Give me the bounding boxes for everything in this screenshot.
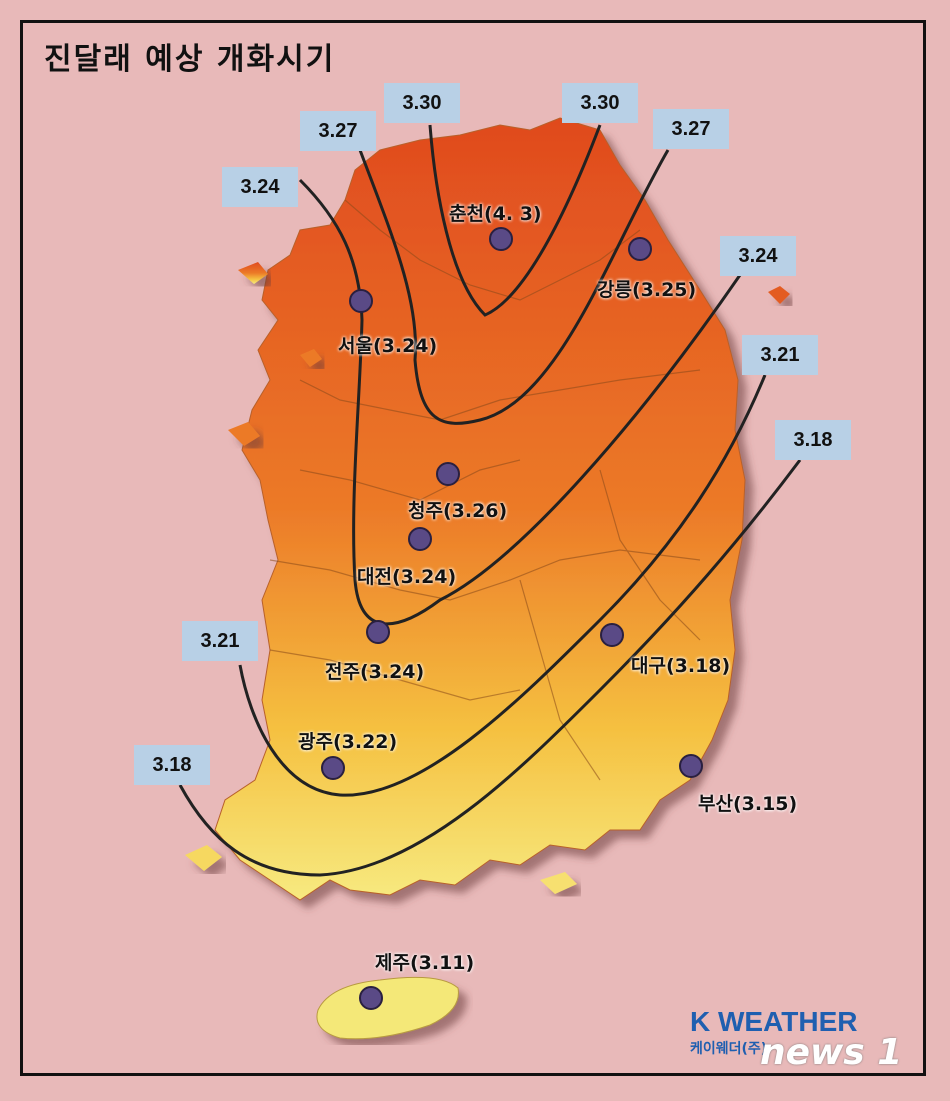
city-label-daejeon: 대전(3.24)	[357, 566, 457, 588]
marker-cheongju	[436, 462, 460, 486]
jeju-island	[316, 976, 459, 1040]
map-title: 진달래 예상 개화시기	[44, 42, 336, 77]
isoline-label-327-east: 3.27	[653, 109, 729, 149]
city-label-jeonju: 전주(3.24)	[325, 661, 425, 683]
marker-jeju	[359, 986, 383, 1010]
city-label-gangneung: 강릉(3.25)	[597, 279, 697, 301]
marker-jeonju	[366, 620, 390, 644]
marker-seoul	[349, 289, 373, 313]
isoline-label-330-west: 3.30	[384, 83, 460, 123]
city-label-cheongju: 청주(3.26)	[408, 500, 508, 522]
marker-gwangju	[321, 756, 345, 780]
logo-main-text: K WEATHER	[690, 1006, 858, 1037]
city-label-busan: 부산(3.15)	[698, 793, 798, 815]
logo-sub-text: 케이웨더(주)	[690, 1041, 768, 1057]
island-west-3	[228, 422, 260, 446]
marker-daejeon	[408, 527, 432, 551]
city-label-jeju: 제주(3.11)	[375, 952, 475, 974]
isoline-label-321-east: 3.21	[742, 335, 818, 375]
isoline-label-318-east: 3.18	[775, 420, 851, 460]
mainland-shape	[214, 117, 746, 901]
island-sw-1	[185, 845, 222, 871]
kweather-logo: K WEATHER 케이웨더(주)	[690, 1006, 857, 1058]
island-s-1	[540, 872, 577, 894]
isoline-label-324-east: 3.24	[720, 236, 796, 276]
map-frame	[20, 20, 926, 1076]
island-ulleung	[768, 286, 790, 304]
isoline-label-318-west: 3.18	[134, 745, 210, 785]
isoline-321	[238, 374, 767, 797]
island-west-1	[238, 262, 268, 284]
isoline-330	[428, 124, 602, 317]
marker-busan	[679, 754, 703, 778]
isoline-327	[358, 149, 670, 425]
city-markers	[321, 227, 703, 1010]
isoline-label-324-west: 3.24	[222, 167, 298, 207]
city-label-daegu: 대구(3.18)	[631, 655, 731, 677]
isoline-label-321-west: 3.21	[182, 621, 258, 661]
marker-daegu	[600, 623, 624, 647]
city-label-chuncheon: 춘천(4. 3)	[449, 203, 542, 225]
island-west-2	[300, 349, 322, 367]
marker-gangneung	[628, 237, 652, 261]
isoline-label-330-east: 3.30	[562, 83, 638, 123]
marker-chuncheon	[489, 227, 513, 251]
news1-watermark: news 1	[760, 1032, 903, 1073]
province-borders	[269, 199, 701, 781]
city-label-seoul: 서울(3.24)	[338, 335, 438, 357]
isoline-label-327-west: 3.27	[300, 111, 376, 151]
city-label-gwangju: 광주(3.22)	[298, 731, 398, 753]
isoline-318	[178, 459, 802, 877]
